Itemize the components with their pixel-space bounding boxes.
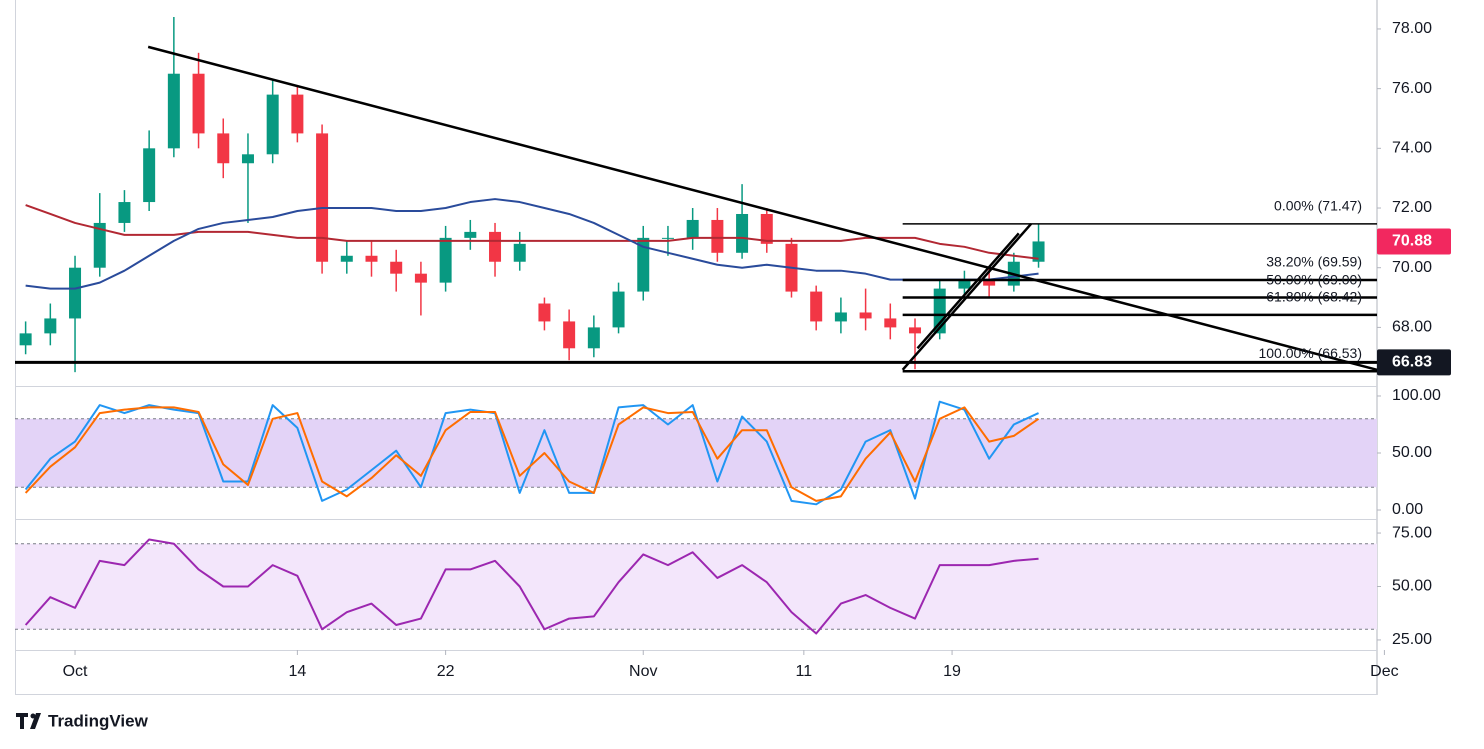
logo-mark	[16, 713, 28, 729]
y-tick-label: 50.00	[1392, 444, 1432, 461]
candle-body	[69, 267, 82, 319]
y-tick-label: 68.00	[1392, 319, 1432, 336]
candle-body	[933, 288, 946, 334]
candle-body	[93, 222, 106, 268]
y-tick-label: 78.00	[1392, 20, 1432, 37]
fib-label: 0.00% (71.47)	[1274, 198, 1362, 214]
candle-body	[983, 279, 996, 286]
fib-label: 38.20% (69.59)	[1266, 254, 1362, 270]
series-line	[25, 204, 1039, 260]
x-tick-label: 14	[288, 663, 306, 680]
fib-label: 100.00% (66.53)	[1258, 345, 1362, 361]
candle-body	[834, 312, 847, 322]
x-tick-label: 22	[437, 663, 455, 680]
price-badge-label: 66.83	[1392, 354, 1432, 371]
y-tick-label: 76.00	[1392, 80, 1432, 97]
y-tick-label: 0.00	[1392, 501, 1423, 518]
series-line	[24, 538, 1039, 635]
y-tick-label: 75.00	[1392, 524, 1432, 541]
band	[15, 418, 1377, 488]
candle-body	[291, 94, 304, 134]
candle-body	[439, 237, 452, 283]
y-tick-label: 50.00	[1392, 578, 1432, 595]
series-line	[25, 198, 1039, 290]
candle-body	[118, 202, 131, 223]
price-badge	[1377, 228, 1451, 255]
candle-body	[859, 312, 872, 319]
candle-body	[637, 237, 650, 292]
candle-body	[958, 279, 971, 289]
trendline	[916, 232, 1020, 350]
candle-body	[266, 94, 279, 155]
candle-body	[909, 327, 922, 334]
candle-body	[316, 133, 329, 262]
logo-dot	[30, 713, 36, 719]
fib-label: 61.80% (68.42)	[1266, 289, 1362, 305]
candle-body	[19, 333, 32, 346]
candle-body	[192, 73, 205, 134]
candle-body	[513, 243, 526, 262]
y-tick-label: 70.00	[1392, 259, 1432, 276]
candle-body	[563, 321, 576, 349]
candle-body	[810, 291, 823, 322]
candle-body	[661, 237, 674, 239]
candle-body	[365, 255, 378, 262]
candle-body	[414, 273, 427, 283]
candle-body	[587, 327, 600, 349]
fib-label: 50.00% (69.00)	[1266, 271, 1362, 287]
y-tick-label: 100.00	[1392, 387, 1441, 404]
candle-body	[711, 219, 724, 253]
logo-mark	[30, 713, 41, 729]
brand: TradingView	[48, 711, 149, 730]
candle-body	[612, 291, 625, 328]
candle-body	[143, 148, 156, 203]
x-tick-label: 19	[943, 663, 961, 680]
y-tick-label: 25.00	[1392, 631, 1432, 648]
candle-body	[390, 261, 403, 274]
x-tick-label: Nov	[629, 663, 657, 680]
candle-body	[217, 133, 230, 164]
candle-body	[538, 303, 551, 322]
candle-body	[489, 231, 502, 262]
candle-body	[760, 213, 773, 244]
candle-body	[167, 73, 180, 149]
series-line	[24, 406, 1040, 502]
candle-body	[340, 255, 353, 262]
candle-body	[686, 219, 699, 238]
x-tick-label: 11	[796, 663, 813, 680]
candle-body	[44, 318, 57, 334]
candle-body	[736, 213, 749, 253]
candle-body	[884, 318, 897, 328]
x-tick-label: Oct	[63, 663, 88, 680]
candle-body	[1032, 241, 1045, 262]
candle-body	[464, 231, 477, 238]
candle-body	[241, 154, 254, 164]
logo: TradingView	[16, 711, 149, 730]
price-badge-label: 70.88	[1392, 233, 1432, 250]
y-tick-label: 74.00	[1392, 140, 1432, 157]
price-badge	[1377, 349, 1451, 376]
series-line	[24, 400, 1039, 506]
x-tick-label: Dec	[1370, 663, 1398, 680]
y-tick-label: 72.00	[1392, 199, 1432, 216]
